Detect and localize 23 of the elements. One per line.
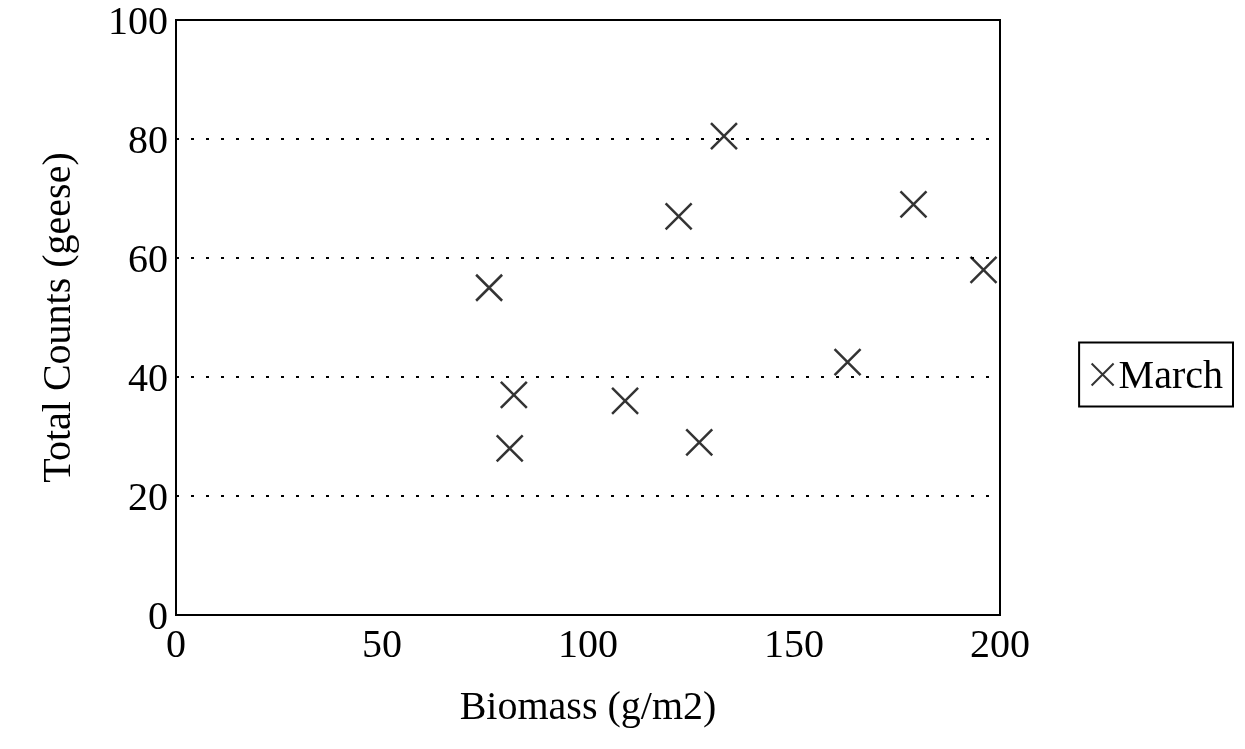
point	[610, 386, 640, 416]
point	[709, 121, 739, 151]
y-tick-label: 20	[128, 473, 168, 519]
y-tick-label: 40	[128, 354, 168, 400]
point	[495, 434, 524, 463]
x-axis-title: Biomass (g/m2)	[459, 682, 717, 728]
x-tick-label: 100	[558, 620, 618, 666]
y-tick-label: 100	[108, 0, 168, 43]
x-tick-label: 150	[764, 620, 824, 666]
y-tick-label: 80	[128, 116, 168, 162]
y-tick-label: 0	[148, 592, 168, 638]
point	[499, 380, 529, 410]
point	[833, 347, 862, 377]
point	[664, 202, 693, 231]
legend-label: March	[1118, 352, 1224, 397]
point	[969, 255, 998, 285]
x-tick-label: 200	[970, 620, 1030, 666]
y-tick-label: 60	[128, 235, 168, 281]
point	[899, 190, 928, 219]
x-tick-label: 50	[362, 620, 402, 666]
point	[684, 428, 714, 457]
point	[474, 273, 504, 302]
y-axis-title: Total Counts (geese)	[33, 152, 79, 483]
